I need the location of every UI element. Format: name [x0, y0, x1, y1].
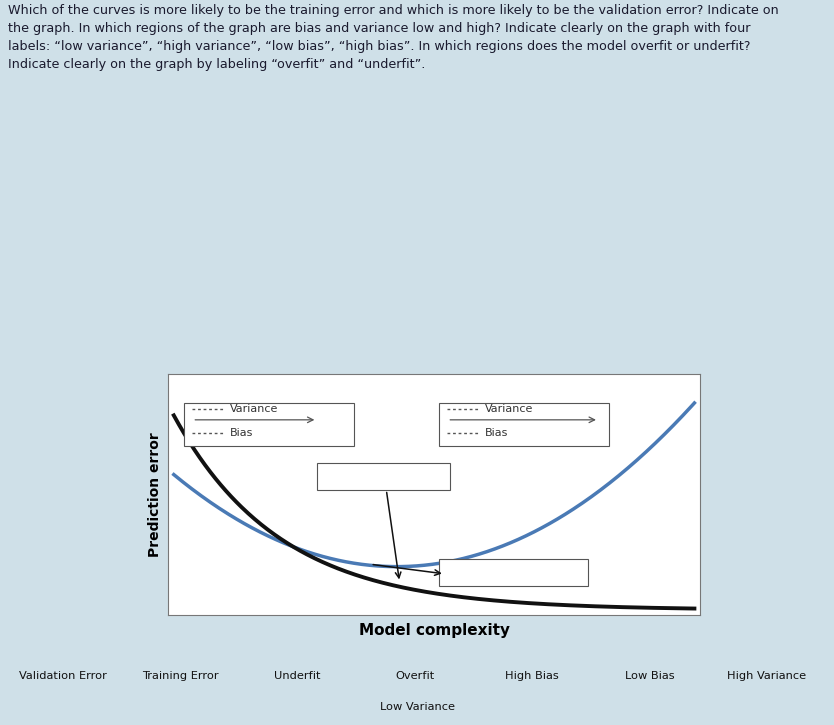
Text: Low Variance: Low Variance	[379, 702, 455, 712]
Bar	[440, 403, 610, 447]
Text: Underfit: Underfit	[274, 671, 321, 681]
Bar	[317, 463, 450, 489]
Text: Variance: Variance	[229, 404, 278, 414]
Text: High Variance: High Variance	[727, 671, 806, 681]
Y-axis label: Prediction error: Prediction error	[148, 432, 162, 557]
X-axis label: Model complexity: Model complexity	[359, 623, 510, 638]
Text: Variance: Variance	[485, 404, 533, 414]
Text: Which of the curves is more likely to be the training error and which is more li: Which of the curves is more likely to be…	[8, 4, 779, 70]
Text: Low Bias: Low Bias	[625, 671, 675, 681]
Text: Overfit: Overfit	[395, 671, 435, 681]
Text: Training Error: Training Error	[142, 671, 219, 681]
Text: Bias: Bias	[229, 428, 253, 438]
Text: High Bias: High Bias	[505, 671, 559, 681]
Bar	[440, 560, 588, 586]
Text: Bias: Bias	[485, 428, 508, 438]
Text: Validation Error: Validation Error	[19, 671, 107, 681]
Bar	[184, 403, 354, 447]
